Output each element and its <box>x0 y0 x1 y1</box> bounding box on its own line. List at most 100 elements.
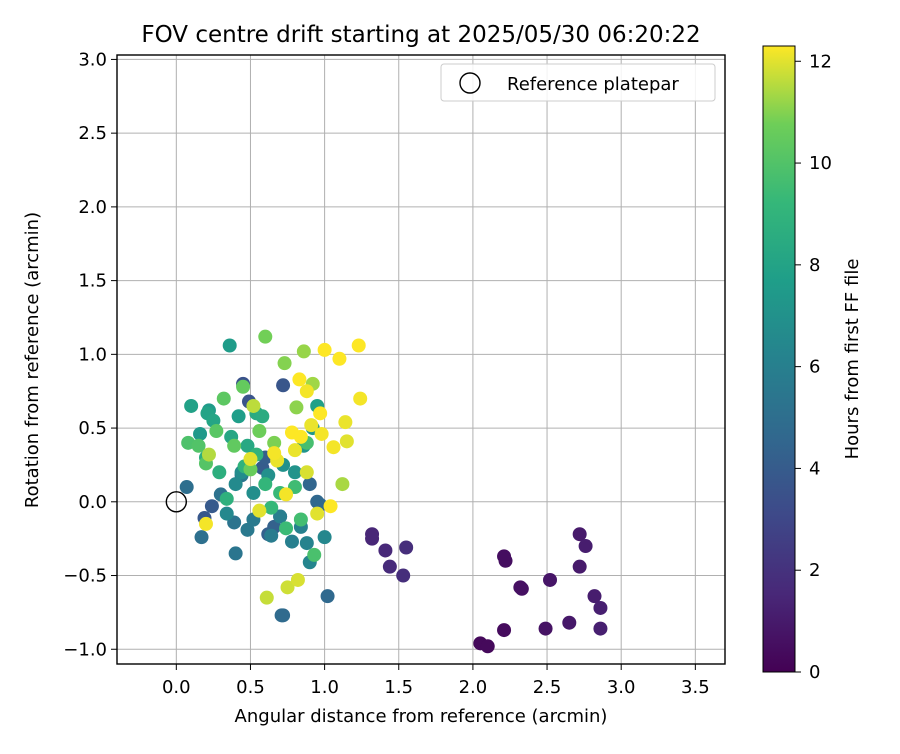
data-point <box>317 342 332 357</box>
data-point <box>184 398 199 413</box>
data-point <box>279 521 294 536</box>
data-point <box>307 547 322 562</box>
plot-frame <box>116 54 726 665</box>
data-point <box>538 621 553 636</box>
data-point <box>353 391 368 406</box>
legend-box <box>440 63 716 102</box>
data-point <box>335 477 350 492</box>
data-point <box>587 589 602 604</box>
data-point <box>382 559 397 574</box>
data-point <box>287 465 302 480</box>
data-point <box>264 500 279 515</box>
data-point <box>498 553 513 568</box>
data-point <box>302 477 317 492</box>
y-tick-label: 0.0 <box>78 492 107 513</box>
legend-marker <box>459 72 481 94</box>
data-point <box>246 398 261 413</box>
colorbar-tick-label: 6 <box>809 357 820 378</box>
data-point <box>292 372 307 387</box>
legend-label: Reference platepar <box>507 74 679 95</box>
reference-point-marker <box>165 491 188 513</box>
data-point <box>293 429 308 444</box>
colorbar-ticks: 0 2 4 6 8 10 12 <box>795 51 832 683</box>
data-point <box>480 639 495 654</box>
data-point <box>252 424 267 439</box>
y-tick-label: 1.5 <box>78 271 107 292</box>
data-point <box>222 338 237 353</box>
x-tick-label: 3.0 <box>607 677 636 698</box>
data-point <box>231 409 246 424</box>
data-point <box>216 391 231 406</box>
data-point <box>396 568 411 583</box>
data-point <box>212 465 227 480</box>
data-point <box>289 400 304 415</box>
colorbar-tick-label: 8 <box>809 255 820 276</box>
data-point <box>179 480 194 495</box>
data-point <box>267 446 282 461</box>
colorbar: 0 2 4 6 8 10 12 Hours from first FF file <box>762 45 863 683</box>
data-point <box>259 590 274 605</box>
data-point <box>320 589 335 604</box>
legend: Reference platepar <box>440 63 716 102</box>
data-point <box>299 536 314 551</box>
data-point <box>378 543 393 558</box>
data-point <box>255 409 270 424</box>
data-point <box>323 499 338 514</box>
y-tick-label: −0.5 <box>63 566 107 587</box>
data-point <box>514 581 529 596</box>
data-point <box>299 384 314 399</box>
data-point <box>593 600 608 615</box>
data-point <box>293 512 308 527</box>
x-tick-label: 2.0 <box>459 677 488 698</box>
data-point <box>191 438 206 453</box>
x-tick-label: 0.0 <box>162 677 191 698</box>
data-point <box>277 356 292 371</box>
x-axis-label: Angular distance from reference (arcmin) <box>235 706 608 727</box>
data-point <box>339 434 354 449</box>
data-point <box>243 452 258 467</box>
data-point <box>351 338 366 353</box>
data-point <box>279 487 294 502</box>
data-point <box>365 531 380 546</box>
colorbar-label: Hours from first FF file <box>842 259 863 460</box>
data-point <box>273 509 288 524</box>
data-point <box>572 559 587 574</box>
data-point <box>228 546 243 561</box>
data-point <box>252 503 267 518</box>
chart-title: FOV centre drift starting at 2025/05/30 … <box>141 22 700 48</box>
data-point <box>310 506 325 521</box>
data-point <box>219 506 234 521</box>
y-tick-label: 2.0 <box>78 197 107 218</box>
data-point <box>264 528 279 543</box>
data-point <box>194 530 209 545</box>
data-point <box>243 462 258 477</box>
x-axis-ticks: 0.0 0.5 1.0 1.5 2.0 2.5 3.0 3.5 <box>162 664 710 698</box>
data-point <box>338 415 353 430</box>
y-tick-label: 2.5 <box>78 123 107 144</box>
x-tick-label: 1.5 <box>384 677 413 698</box>
data-point <box>578 539 593 554</box>
data-point <box>276 378 291 393</box>
data-point <box>326 440 341 455</box>
data-point <box>204 499 219 514</box>
data-point <box>209 424 224 439</box>
y-axis-label: Rotation from reference (arcmin) <box>22 212 43 508</box>
data-point <box>280 580 295 595</box>
data-point <box>276 608 291 623</box>
data-point <box>543 572 558 587</box>
data-point <box>240 522 255 537</box>
data-point <box>287 443 302 458</box>
data-point <box>313 406 328 421</box>
data-point <box>198 516 213 531</box>
y-tick-label: −1.0 <box>63 639 107 660</box>
data-point <box>399 540 414 555</box>
data-point <box>236 379 251 394</box>
x-tick-label: 3.5 <box>681 677 710 698</box>
data-point <box>317 530 332 545</box>
colorbar-tick-label: 10 <box>809 153 832 174</box>
colorbar-tick-label: 12 <box>809 51 832 72</box>
grid-lines <box>117 55 725 664</box>
data-point <box>284 534 299 549</box>
colorbar-tick-label: 0 <box>809 662 820 683</box>
data-point <box>572 527 587 542</box>
